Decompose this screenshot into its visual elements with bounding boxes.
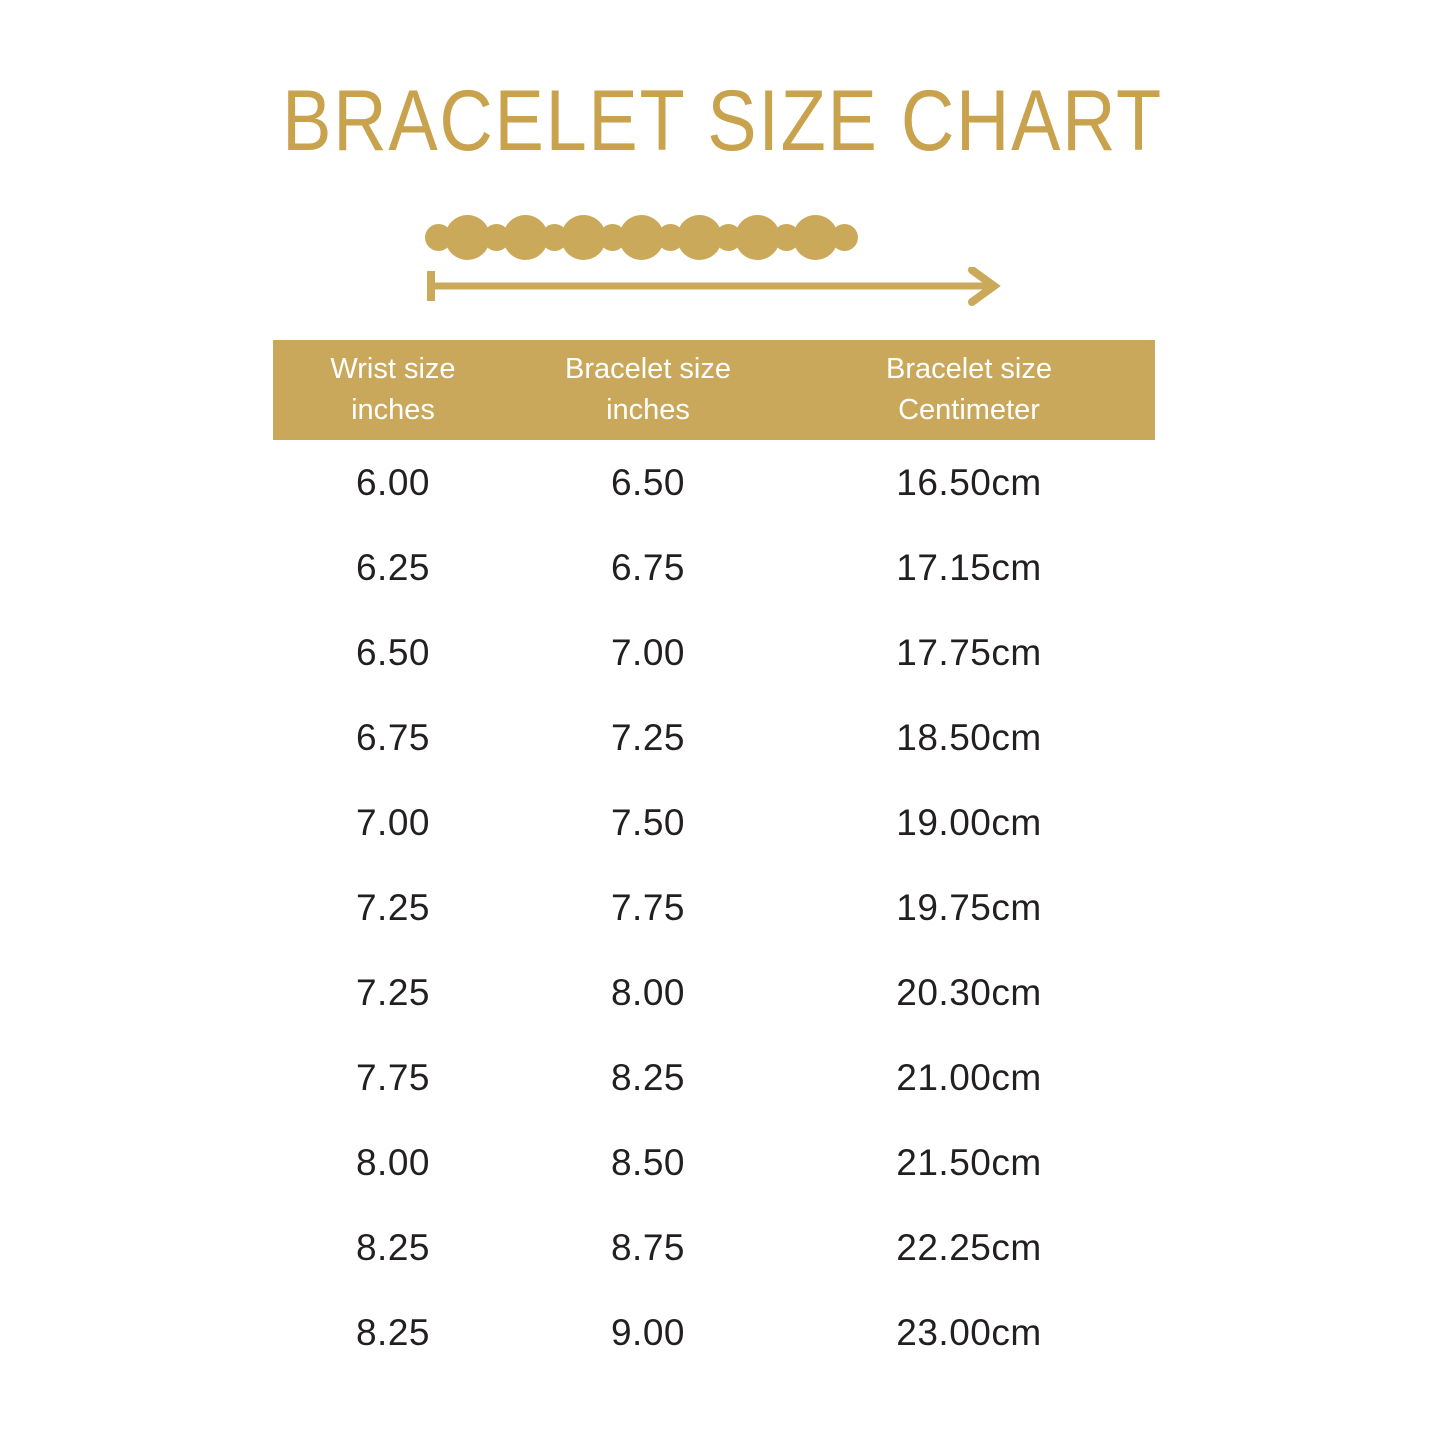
bracelet-bead-large: [793, 214, 838, 260]
column-header-line1: Bracelet size: [564, 352, 731, 385]
table-row: 7.75 8.25 21.00cm: [273, 1035, 1155, 1120]
cell-wrist-size: 7.00: [355, 801, 430, 843]
bracelet-bead-large: [619, 214, 664, 260]
column-header-bracelet-size-centimeter: Bracelet size Centimeter: [783, 349, 1155, 431]
column-header-line1: Wrist size: [330, 352, 456, 385]
bracelet-bead-large: [735, 214, 780, 260]
cell-bracelet-size-centimeter: 17.75cm: [896, 631, 1042, 673]
column-header-bracelet-size-inches: Bracelet size inches: [513, 349, 783, 431]
cell-wrist-size: 7.25: [355, 971, 430, 1013]
table-row: 6.50 7.00 17.75cm: [273, 610, 1155, 695]
table-row: 8.00 8.50 21.50cm: [273, 1120, 1155, 1205]
cell-bracelet-size-centimeter: 19.75cm: [896, 886, 1042, 928]
cell-wrist-size: 8.00: [355, 1141, 430, 1183]
cell-bracelet-size-centimeter: 16.50cm: [896, 461, 1042, 503]
measurement-arrow-icon: [427, 267, 1001, 306]
table-row: 7.00 7.50 19.00cm: [273, 780, 1155, 865]
table-row: 6.75 7.25 18.50cm: [273, 695, 1155, 780]
bead-row: [425, 211, 980, 263]
cell-bracelet-size-centimeter: 20.30cm: [896, 971, 1042, 1013]
cell-wrist-size: 6.25: [355, 546, 430, 588]
bracelet-illustration: [0, 205, 1445, 315]
cell-bracelet-size-inches: 7.50: [610, 801, 685, 843]
cell-bracelet-size-inches: 7.00: [610, 631, 685, 673]
cell-bracelet-size-centimeter: 19.00cm: [896, 801, 1042, 843]
column-header-line2: inches: [606, 394, 690, 426]
cell-bracelet-size-centimeter: 21.00cm: [896, 1056, 1042, 1098]
cell-wrist-size: 6.00: [355, 461, 430, 503]
cell-wrist-size: 6.75: [355, 716, 430, 758]
table-row: 7.25 7.75 19.75cm: [273, 865, 1155, 950]
cell-bracelet-size-inches: 6.75: [610, 546, 685, 588]
table-row: 8.25 8.75 22.25cm: [273, 1205, 1155, 1290]
cell-bracelet-size-inches: 7.75: [610, 886, 685, 928]
cell-bracelet-size-inches: 6.50: [610, 461, 685, 503]
cell-wrist-size: 8.25: [355, 1311, 430, 1353]
cell-bracelet-size-inches: 8.75: [610, 1226, 685, 1268]
column-header-wrist-size: Wrist size inches: [273, 349, 513, 431]
bracelet-bead-large: [677, 214, 722, 260]
bracelet-bead-large: [503, 214, 548, 260]
cell-bracelet-size-centimeter: 21.50cm: [896, 1141, 1042, 1183]
cell-bracelet-size-inches: 8.00: [610, 971, 685, 1013]
cell-bracelet-size-centimeter: 17.15cm: [896, 546, 1042, 588]
cell-bracelet-size-centimeter: 18.50cm: [896, 716, 1042, 758]
cell-bracelet-size-inches: 8.25: [610, 1056, 685, 1098]
page-title: BRACELET SIZE CHART: [282, 73, 1163, 169]
table-row: 7.25 8.00 20.30cm: [273, 950, 1155, 1035]
cell-bracelet-size-centimeter: 22.25cm: [896, 1226, 1042, 1268]
size-table: Wrist size inches Bracelet size inches B…: [273, 340, 1155, 1375]
column-header-line2: inches: [351, 394, 435, 426]
bracelet-bead-small: [831, 223, 858, 251]
column-header-line1: Bracelet size: [885, 352, 1052, 385]
bracelet-bead-large: [445, 214, 490, 260]
cell-wrist-size: 6.50: [355, 631, 430, 673]
cell-bracelet-size-centimeter: 23.00cm: [896, 1311, 1042, 1353]
bracelet-bead-large: [561, 214, 606, 260]
cell-wrist-size: 8.25: [355, 1226, 430, 1268]
cell-wrist-size: 7.25: [355, 886, 430, 928]
table-row: 6.00 6.50 16.50cm: [273, 440, 1155, 525]
table-body: 6.00 6.50 16.50cm 6.25 6.75 17.15cm 6.50 7.00 17…: [273, 440, 1155, 1375]
cell-bracelet-size-inches: 9.00: [610, 1311, 685, 1353]
table-row: 8.25 9.00 23.00cm: [273, 1290, 1155, 1375]
table-row: 6.25 6.75 17.15cm: [273, 525, 1155, 610]
cell-bracelet-size-inches: 8.50: [610, 1141, 685, 1183]
cell-bracelet-size-inches: 7.25: [610, 716, 685, 758]
cell-wrist-size: 7.75: [355, 1056, 430, 1098]
table-header-row: Wrist size inches Bracelet size inches B…: [273, 340, 1155, 440]
column-header-line2: Centimeter: [898, 394, 1040, 426]
